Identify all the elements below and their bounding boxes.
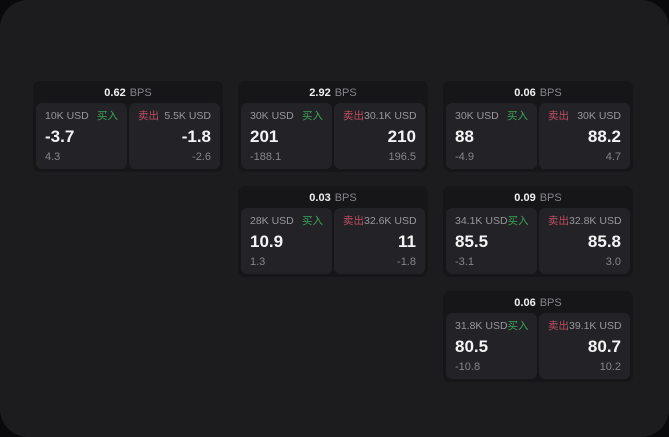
buy-sub-value: -188.1 bbox=[250, 151, 282, 163]
buy-price: 80.5 bbox=[455, 337, 489, 356]
buy-price: 85.5 bbox=[455, 232, 489, 251]
sell-amount: 30.1K USD bbox=[364, 110, 417, 122]
bps-header: 0.06 BPS bbox=[443, 291, 633, 313]
quote-panels: 30K USD 买入 88 -4.9 卖出 30K USD 88.2 4.7 bbox=[443, 103, 633, 172]
buy-price: -3.7 bbox=[45, 127, 75, 146]
sell-panel[interactable]: 卖出 30K USD 88.2 4.7 bbox=[539, 103, 630, 169]
buy-panel[interactable]: 28K USD 买入 10.9 1.3 bbox=[241, 208, 332, 274]
quote-card[interactable]: 0.06 BPS 30K USD 买入 88 -4.9 卖出 30K USD 8… bbox=[443, 81, 633, 172]
quote-panels: 10K USD 买入 -3.7 4.3 卖出 5.5K USD -1.8 -2.… bbox=[33, 103, 223, 172]
buy-amount: 34.1K USD bbox=[455, 215, 508, 227]
bps-unit: BPS bbox=[129, 86, 152, 99]
bps-unit: BPS bbox=[539, 191, 562, 204]
bps-header: 0.06 BPS bbox=[443, 81, 633, 103]
sell-panel[interactable]: 卖出 39.1K USD 80.7 10.2 bbox=[539, 313, 630, 379]
buy-panel[interactable]: 31.8K USD 买入 80.5 -10.8 bbox=[446, 313, 537, 379]
sell-price: 210 bbox=[387, 127, 416, 146]
buy-amount: 10K USD bbox=[45, 110, 89, 122]
buy-amount: 30K USD bbox=[455, 110, 499, 122]
sell-label: 卖出 bbox=[548, 215, 569, 227]
sell-sub-value: 10.2 bbox=[599, 361, 621, 373]
bps-unit: BPS bbox=[334, 86, 357, 99]
sell-sub-value: 3.0 bbox=[605, 256, 621, 268]
sell-sub-value: -2.6 bbox=[192, 151, 211, 163]
sell-price: 80.7 bbox=[587, 337, 621, 356]
buy-panel[interactable]: 30K USD 买入 201 -188.1 bbox=[241, 103, 332, 169]
sell-label: 卖出 bbox=[343, 110, 364, 122]
sell-price: 88.2 bbox=[587, 127, 621, 146]
sell-panel[interactable]: 卖出 32.8K USD 85.8 3.0 bbox=[539, 208, 630, 274]
bps-value: 0.62 bbox=[104, 86, 126, 99]
sell-label: 卖出 bbox=[138, 110, 159, 122]
buy-sub-value: -3.1 bbox=[455, 256, 474, 268]
sell-sub-value: 196.5 bbox=[388, 151, 416, 163]
bps-unit: BPS bbox=[539, 296, 562, 309]
sell-amount: 5.5K USD bbox=[164, 110, 211, 122]
buy-label: 买入 bbox=[302, 215, 323, 227]
sell-panel[interactable]: 卖出 32.6K USD 11 -1.8 bbox=[334, 208, 425, 274]
sell-panel[interactable]: 卖出 30.1K USD 210 196.5 bbox=[334, 103, 425, 169]
buy-label: 买入 bbox=[507, 320, 529, 332]
buy-sub-value: 4.3 bbox=[45, 151, 61, 163]
bps-value: 0.09 bbox=[514, 191, 536, 204]
quote-panels: 30K USD 买入 201 -188.1 卖出 30.1K USD 210 1… bbox=[238, 103, 428, 172]
sell-amount: 30K USD bbox=[577, 110, 621, 122]
bps-header: 0.03 BPS bbox=[238, 186, 428, 208]
quote-card[interactable]: 0.06 BPS 31.8K USD 买入 80.5 -10.8 卖出 39.1… bbox=[443, 291, 633, 382]
bps-value: 0.03 bbox=[309, 191, 331, 204]
buy-sub-value: 1.3 bbox=[250, 256, 266, 268]
buy-price: 88 bbox=[455, 127, 474, 146]
buy-label: 买入 bbox=[302, 110, 323, 122]
sell-sub-value: 4.7 bbox=[605, 151, 621, 163]
sell-label: 卖出 bbox=[548, 110, 569, 122]
bps-header: 2.92 BPS bbox=[238, 81, 428, 103]
sell-amount: 39.1K USD bbox=[569, 320, 622, 332]
sell-label: 卖出 bbox=[548, 320, 569, 332]
quote-card[interactable]: 0.09 BPS 34.1K USD 买入 85.5 -3.1 卖出 32.8K… bbox=[443, 186, 633, 277]
sell-label: 卖出 bbox=[343, 215, 364, 227]
buy-panel[interactable]: 34.1K USD 买入 85.5 -3.1 bbox=[446, 208, 537, 274]
bps-unit: BPS bbox=[539, 86, 562, 99]
quote-panels: 28K USD 买入 10.9 1.3 卖出 32.6K USD 11 -1.8 bbox=[238, 208, 428, 277]
sell-price: -1.8 bbox=[181, 127, 211, 146]
bps-value: 2.92 bbox=[309, 86, 331, 99]
buy-panel[interactable]: 10K USD 买入 -3.7 4.3 bbox=[36, 103, 127, 169]
buy-sub-value: -10.8 bbox=[455, 361, 481, 373]
buy-price: 201 bbox=[250, 127, 279, 146]
sell-amount: 32.6K USD bbox=[364, 215, 417, 227]
sell-price: 85.8 bbox=[587, 232, 621, 251]
sell-amount: 32.8K USD bbox=[569, 215, 622, 227]
bps-value: 0.06 bbox=[514, 296, 536, 309]
bps-unit: BPS bbox=[334, 191, 357, 204]
buy-panel[interactable]: 30K USD 买入 88 -4.9 bbox=[446, 103, 537, 169]
quote-card[interactable]: 2.92 BPS 30K USD 买入 201 -188.1 卖出 30.1K … bbox=[238, 81, 428, 172]
buy-label: 买入 bbox=[507, 215, 529, 227]
bps-header: 0.62 BPS bbox=[33, 81, 223, 103]
quote-panels: 31.8K USD 买入 80.5 -10.8 卖出 39.1K USD 80.… bbox=[443, 313, 633, 382]
sell-sub-value: -1.8 bbox=[397, 256, 416, 268]
quote-panels: 34.1K USD 买入 85.5 -3.1 卖出 32.8K USD 85.8… bbox=[443, 208, 633, 277]
sell-price: 11 bbox=[398, 232, 416, 251]
buy-amount: 28K USD bbox=[250, 215, 294, 227]
bps-header: 0.09 BPS bbox=[443, 186, 633, 208]
buy-label: 买入 bbox=[507, 110, 528, 122]
buy-amount: 30K USD bbox=[250, 110, 294, 122]
buy-price: 10.9 bbox=[250, 232, 284, 251]
buy-sub-value: -4.9 bbox=[455, 151, 474, 163]
bps-value: 0.06 bbox=[514, 86, 536, 99]
sell-panel[interactable]: 卖出 5.5K USD -1.8 -2.6 bbox=[129, 103, 220, 169]
quote-card[interactable]: 0.62 BPS 10K USD 买入 -3.7 4.3 卖出 5.5K USD… bbox=[33, 81, 223, 172]
buy-amount: 31.8K USD bbox=[455, 320, 508, 332]
quote-card[interactable]: 0.03 BPS 28K USD 买入 10.9 1.3 卖出 32.6K US… bbox=[238, 186, 428, 277]
buy-label: 买入 bbox=[97, 110, 118, 122]
